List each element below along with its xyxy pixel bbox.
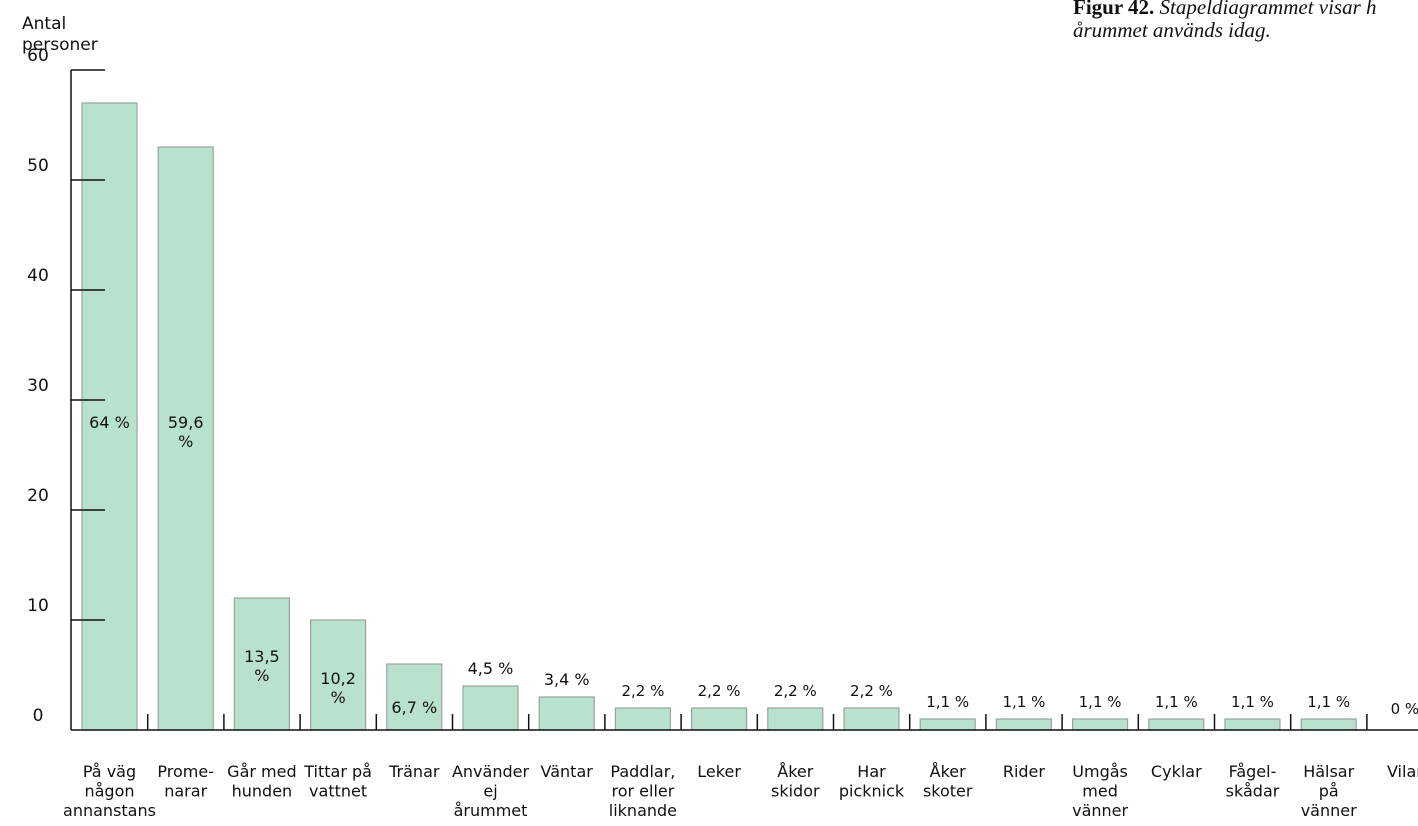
- x-category-label: Väntar: [541, 762, 594, 781]
- y-tick-label: 10: [27, 596, 49, 616]
- bar: [386, 663, 443, 731]
- x-category-label: Leker: [697, 762, 741, 781]
- bar: [767, 707, 824, 731]
- bar: [233, 597, 290, 731]
- x-category-label: Har picknick: [839, 762, 905, 801]
- data-label: 2,2 %: [850, 682, 893, 700]
- data-label: 2,2 %: [698, 682, 741, 700]
- bar: [1224, 718, 1281, 731]
- y-axis-title: Antal personer: [22, 14, 98, 56]
- data-label: 6,7 %: [391, 698, 437, 717]
- y-tick-label: 60: [27, 46, 49, 66]
- x-category-label: Rider: [1003, 762, 1046, 781]
- data-label: 1,1 %: [1231, 693, 1274, 711]
- data-label: 1,1 %: [1002, 693, 1045, 711]
- bar: [614, 707, 672, 731]
- bar: [157, 146, 214, 731]
- bar: [1300, 718, 1357, 731]
- data-label: 4,5 %: [468, 659, 514, 678]
- bar: [462, 685, 519, 731]
- bar: [919, 718, 976, 731]
- data-label: 10,2%: [320, 669, 356, 707]
- x-category-label: Umgås med vänner: [1072, 762, 1128, 820]
- y-tick-label: 30: [27, 376, 49, 396]
- data-label: 0 %: [1391, 700, 1418, 718]
- y-axis-title-line-1: Antal: [22, 14, 67, 34]
- y-tick-label: 50: [27, 156, 49, 176]
- bar: [995, 718, 1053, 731]
- x-category-label: På väg någon annanstans: [63, 762, 156, 820]
- bar: [538, 696, 595, 731]
- figure-caption: Figur 42. Stapeldiagrammet visar h årumm…: [1073, 0, 1418, 42]
- caption-line-1: Stapeldiagrammet visar h: [1159, 0, 1377, 19]
- x-category-label: Tittar på vattnet: [303, 762, 372, 801]
- data-label: 64 %: [89, 413, 130, 432]
- x-category-label: Vilar: [1387, 762, 1418, 781]
- bar: [310, 619, 367, 731]
- caption-line-2: årummet används idag.: [1073, 18, 1271, 42]
- x-category-label: Tränar: [388, 762, 440, 781]
- x-category-label: Hälsar på vänner: [1301, 762, 1357, 820]
- x-category-label: Åker skidor: [771, 762, 820, 801]
- x-category-label: Cyklar: [1151, 762, 1202, 781]
- data-label: 1,1 %: [926, 693, 969, 711]
- data-label: 1,1 %: [1307, 693, 1350, 711]
- x-category-label: Går med hunden: [227, 762, 296, 801]
- data-label: 1,1 %: [1079, 693, 1122, 711]
- x-category-label: Fågel-skådar: [1226, 762, 1280, 801]
- x-category-label: Paddlar, ror eller liknande: [609, 762, 677, 820]
- bar: [1071, 718, 1129, 731]
- data-label: 59,6%: [168, 413, 204, 451]
- data-label: 13,5%: [244, 647, 280, 685]
- y-axis-title-line-2: personer: [22, 35, 98, 55]
- bar: [690, 707, 748, 731]
- data-label: 1,1 %: [1155, 693, 1198, 711]
- data-label: 3,4 %: [544, 670, 590, 689]
- y-tick-label: 20: [27, 486, 49, 506]
- y-tick-label: 40: [27, 266, 49, 286]
- data-label: 2,2 %: [621, 682, 664, 700]
- figure-label: Figur 42.: [1073, 0, 1155, 19]
- bar: [843, 707, 900, 731]
- x-category-label: Använder ej årummet: [452, 762, 530, 820]
- data-label: 2,2 %: [774, 682, 817, 700]
- x-category-label: Åker skoter: [923, 762, 973, 801]
- y-tick-label: 0: [33, 706, 44, 726]
- bar: [1148, 718, 1205, 731]
- x-category-label: Prome-narar: [157, 762, 214, 801]
